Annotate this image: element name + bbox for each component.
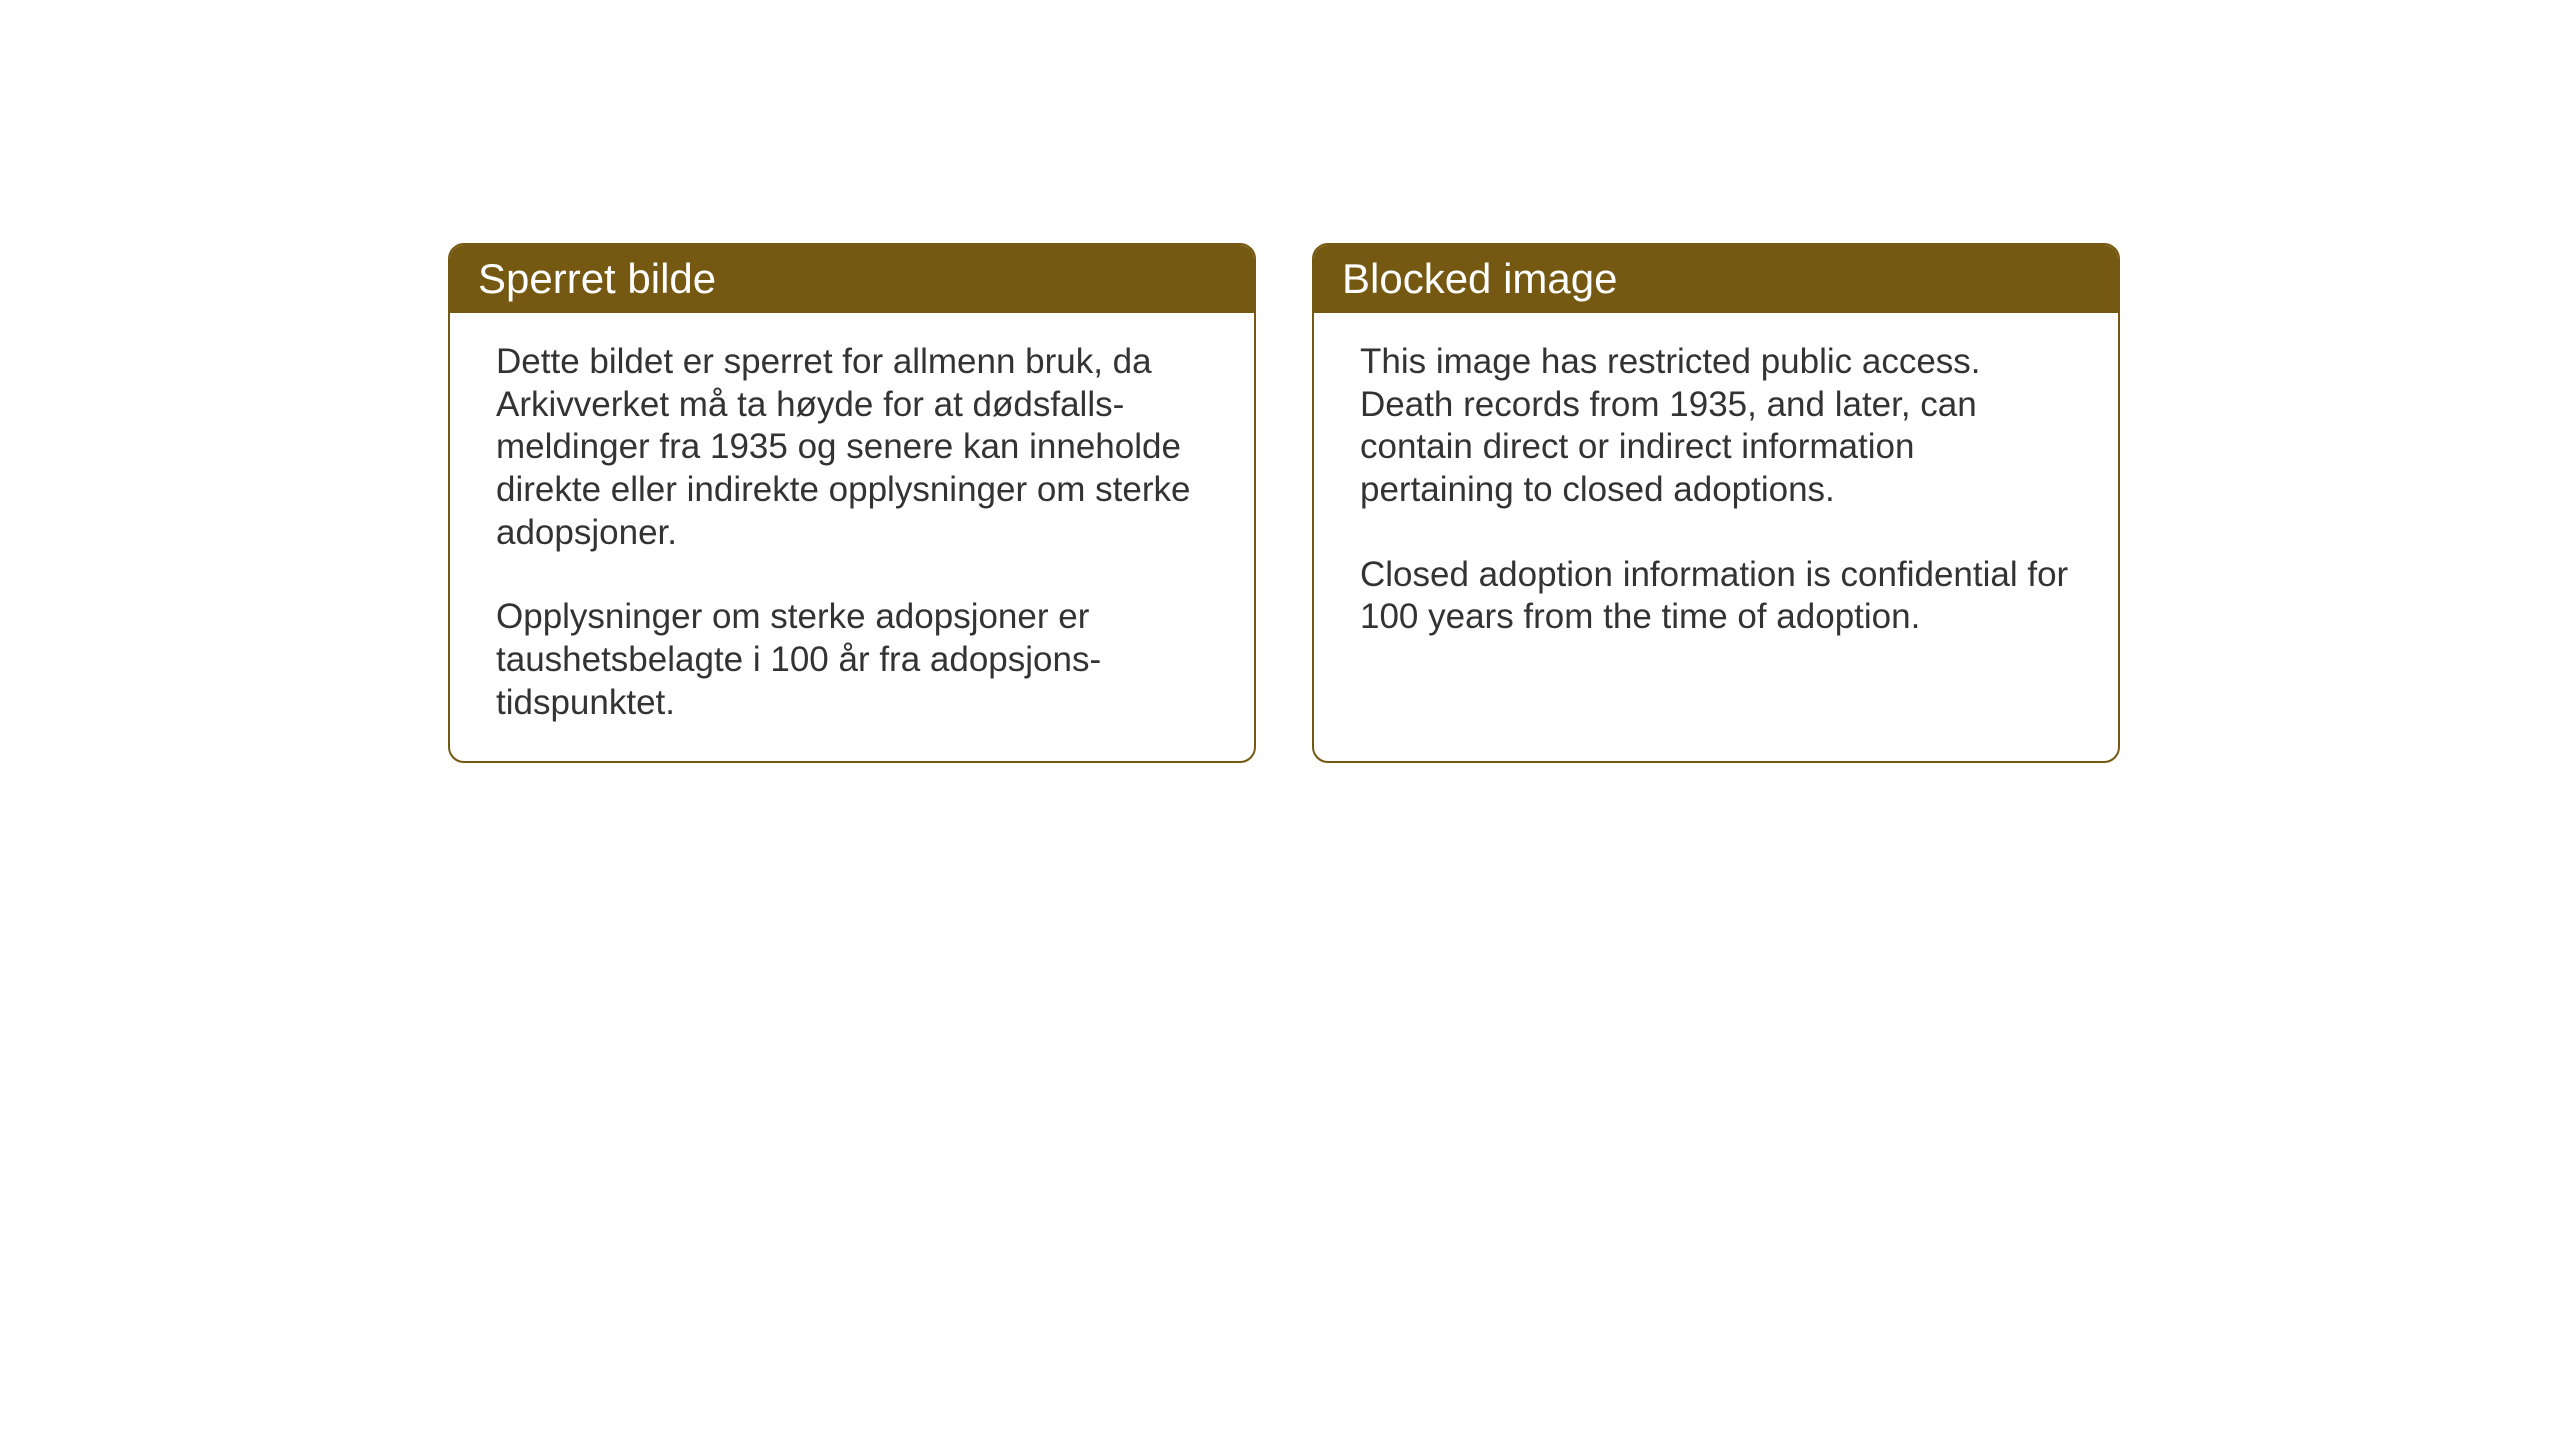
norwegian-card-body: Dette bildet er sperret for allmenn bruk… [450,313,1254,761]
english-card-body: This image has restricted public access.… [1314,313,2118,753]
norwegian-card-header: Sperret bilde [450,245,1254,313]
norwegian-card-title: Sperret bilde [478,255,716,302]
english-paragraph-1: This image has restricted public access.… [1360,341,2072,512]
norwegian-paragraph-1: Dette bildet er sperret for allmenn bruk… [496,341,1208,554]
english-card-header: Blocked image [1314,245,2118,313]
english-notice-card: Blocked image This image has restricted … [1312,243,2120,763]
norwegian-notice-card: Sperret bilde Dette bildet er sperret fo… [448,243,1256,763]
norwegian-paragraph-2: Opplysninger om sterke adopsjoner er tau… [496,596,1208,724]
notice-container: Sperret bilde Dette bildet er sperret fo… [448,243,2120,763]
english-card-title: Blocked image [1342,255,1617,302]
english-paragraph-2: Closed adoption information is confident… [1360,554,2072,639]
